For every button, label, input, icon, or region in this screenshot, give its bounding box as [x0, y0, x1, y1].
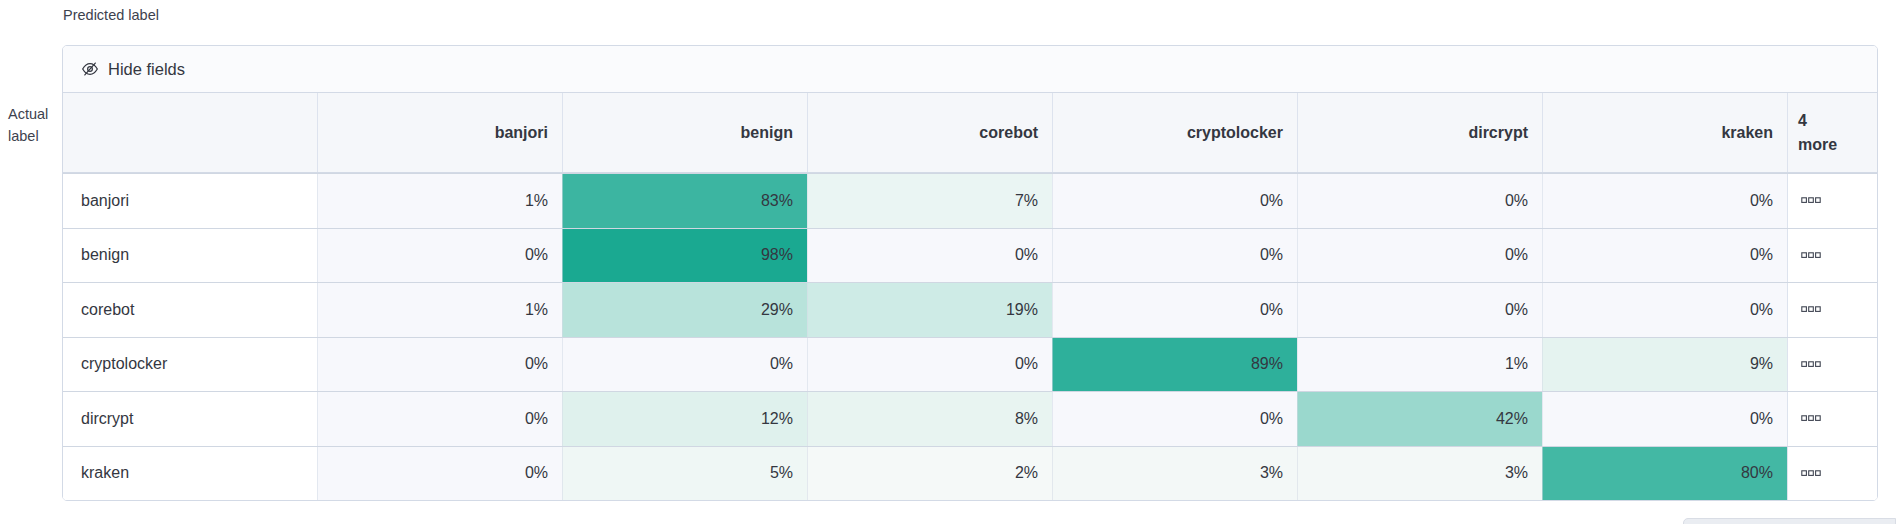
cell-banjori-kraken[interactable]: 0%	[1542, 174, 1787, 228]
cell-corebot-banjori[interactable]: 1%	[317, 283, 562, 337]
cell-cryptolocker-banjori[interactable]: 0%	[317, 338, 562, 392]
row-label-kraken[interactable]: kraken	[63, 447, 317, 501]
horizontal-scrollbar-thumb[interactable]	[1683, 518, 1896, 524]
cell-kraken-benign[interactable]: 5%	[562, 447, 807, 501]
cell-corebot-dircrypt[interactable]: 0%	[1297, 283, 1542, 337]
cell-dircrypt-corebot[interactable]: 8%	[807, 392, 1052, 446]
cell-corebot-kraken[interactable]: 0%	[1542, 283, 1787, 337]
cell-dircrypt-dircrypt[interactable]: 42%	[1297, 392, 1542, 446]
boxes-horizontal-icon	[1801, 197, 1821, 204]
cell-benign-kraken[interactable]: 0%	[1542, 229, 1787, 283]
cell-cryptolocker-benign[interactable]: 0%	[562, 338, 807, 392]
matrix-row-dircrypt: dircrypt0%12%8%0%42%0%	[63, 391, 1877, 446]
cell-banjori-corebot[interactable]: 7%	[807, 174, 1052, 228]
matrix-row-benign: benign0%98%0%0%0%0%	[63, 228, 1877, 283]
more-cell-banjori	[1787, 174, 1877, 228]
boxes-horizontal-icon	[1801, 361, 1821, 368]
more-cell-kraken	[1787, 447, 1877, 501]
row-actions-button[interactable]	[1799, 250, 1823, 261]
cell-dircrypt-kraken[interactable]: 0%	[1542, 392, 1787, 446]
boxes-horizontal-icon	[1801, 252, 1821, 259]
more-cell-cryptolocker	[1787, 338, 1877, 392]
cell-banjori-cryptolocker[interactable]: 0%	[1052, 174, 1297, 228]
cell-corebot-cryptolocker[interactable]: 0%	[1052, 283, 1297, 337]
cell-kraken-dircrypt[interactable]: 3%	[1297, 447, 1542, 501]
row-label-dircrypt[interactable]: dircrypt	[63, 392, 317, 446]
cell-corebot-benign[interactable]: 29%	[562, 283, 807, 337]
more-cell-dircrypt	[1787, 392, 1877, 446]
row-actions-button[interactable]	[1799, 304, 1823, 315]
matrix-row-banjori: banjori1%83%7%0%0%0%	[63, 173, 1877, 228]
actual-axis-label: Actual label	[8, 103, 48, 147]
cell-cryptolocker-cryptolocker[interactable]: 89%	[1052, 338, 1297, 392]
column-header-dircrypt[interactable]: dircrypt	[1297, 93, 1542, 172]
grid-toolbar: Hide fields	[63, 46, 1877, 93]
matrix-row-kraken: kraken0%5%2%3%3%80%	[63, 446, 1877, 501]
cell-cryptolocker-dircrypt[interactable]: 1%	[1297, 338, 1542, 392]
more-cell-corebot	[1787, 283, 1877, 337]
cell-banjori-dircrypt[interactable]: 0%	[1297, 174, 1542, 228]
cell-kraken-kraken[interactable]: 80%	[1542, 447, 1787, 501]
row-label-corebot[interactable]: corebot	[63, 283, 317, 337]
row-label-banjori[interactable]: banjori	[63, 174, 317, 228]
row-label-cryptolocker[interactable]: cryptolocker	[63, 338, 317, 392]
cell-corebot-corebot[interactable]: 19%	[807, 283, 1052, 337]
column-header-benign[interactable]: benign	[562, 93, 807, 172]
more-columns-header[interactable]: 4 more	[1787, 93, 1877, 172]
hide-fields-button[interactable]: Hide fields	[81, 56, 191, 83]
boxes-horizontal-icon	[1801, 306, 1821, 313]
cell-banjori-benign[interactable]: 83%	[562, 174, 807, 228]
cell-kraken-banjori[interactable]: 0%	[317, 447, 562, 501]
cell-benign-corebot[interactable]: 0%	[807, 229, 1052, 283]
cell-kraken-corebot[interactable]: 2%	[807, 447, 1052, 501]
actual-axis-line2: label	[8, 125, 48, 147]
more-cell-benign	[1787, 229, 1877, 283]
column-header-kraken[interactable]: kraken	[1542, 93, 1787, 172]
header-corner-cell	[63, 93, 317, 172]
row-actions-button[interactable]	[1799, 468, 1823, 479]
cell-dircrypt-banjori[interactable]: 0%	[317, 392, 562, 446]
column-header-corebot[interactable]: corebot	[807, 93, 1052, 172]
row-label-benign[interactable]: benign	[63, 229, 317, 283]
cell-benign-banjori[interactable]: 0%	[317, 229, 562, 283]
row-actions-button[interactable]	[1799, 195, 1823, 206]
header-row: banjoribenigncorebotcryptolockerdircrypt…	[63, 93, 1877, 173]
predicted-axis-label: Predicted label	[63, 7, 159, 23]
cell-dircrypt-benign[interactable]: 12%	[562, 392, 807, 446]
actual-axis-line1: Actual	[8, 103, 48, 125]
cell-cryptolocker-corebot[interactable]: 0%	[807, 338, 1052, 392]
row-actions-button[interactable]	[1799, 413, 1823, 424]
eye-closed-icon	[81, 60, 99, 78]
more-columns-count: 4	[1798, 109, 1807, 133]
column-header-banjori[interactable]: banjori	[317, 93, 562, 172]
more-columns-word: more	[1798, 133, 1837, 157]
matrix-row-corebot: corebot1%29%19%0%0%0%	[63, 282, 1877, 337]
confusion-matrix-grid: Hide fields banjoribenigncorebotcryptolo…	[62, 45, 1878, 501]
cell-benign-cryptolocker[interactable]: 0%	[1052, 229, 1297, 283]
matrix-table: banjoribenigncorebotcryptolockerdircrypt…	[63, 93, 1877, 500]
column-header-cryptolocker[interactable]: cryptolocker	[1052, 93, 1297, 172]
cell-dircrypt-cryptolocker[interactable]: 0%	[1052, 392, 1297, 446]
boxes-horizontal-icon	[1801, 470, 1821, 477]
cell-benign-benign[interactable]: 98%	[562, 229, 807, 283]
row-actions-button[interactable]	[1799, 359, 1823, 370]
cell-kraken-cryptolocker[interactable]: 3%	[1052, 447, 1297, 501]
cell-cryptolocker-kraken[interactable]: 9%	[1542, 338, 1787, 392]
hide-fields-label: Hide fields	[108, 60, 185, 79]
boxes-horizontal-icon	[1801, 415, 1821, 422]
cell-benign-dircrypt[interactable]: 0%	[1297, 229, 1542, 283]
cell-banjori-banjori[interactable]: 1%	[317, 174, 562, 228]
matrix-row-cryptolocker: cryptolocker0%0%0%89%1%9%	[63, 337, 1877, 392]
